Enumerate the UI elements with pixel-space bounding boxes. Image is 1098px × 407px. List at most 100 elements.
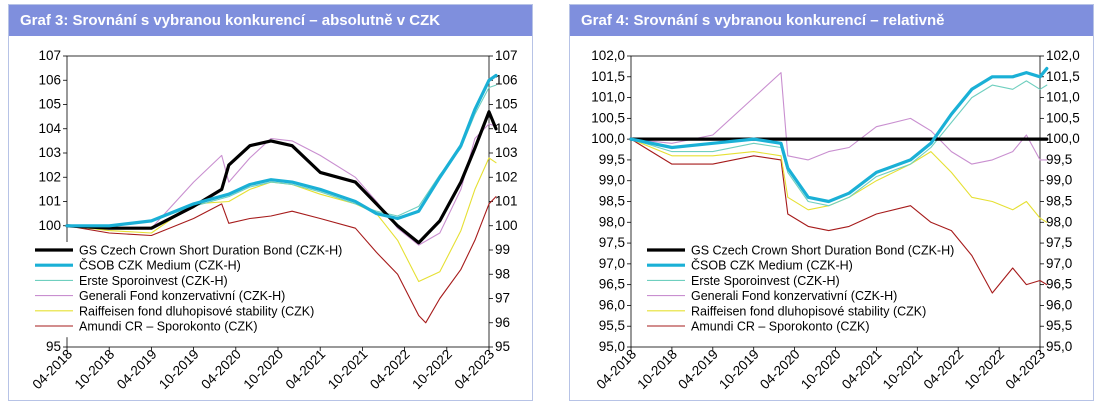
y-tick-label-right: 98	[495, 266, 510, 281]
x-tick-label: 04-2020	[757, 347, 803, 393]
x-tick-label: 04-2021	[283, 347, 329, 393]
chart-header: Graf 3: Srovnání s vybranou konkurencí –…	[9, 5, 532, 36]
x-tick-label: 10-2018	[72, 347, 118, 393]
y-tick-label-right: 98,5	[1046, 194, 1072, 209]
series-line-4	[66, 123, 497, 246]
y-tick-label-left: 101,0	[591, 90, 625, 105]
y-tick-label-left: 102	[38, 169, 61, 184]
y-tick-label-right: 100,5	[1046, 110, 1080, 125]
y-tick-label-left: 100,5	[591, 110, 625, 125]
chart-header: Graf 4: Srovnání s vybranou konkurencí –…	[570, 5, 1093, 36]
y-tick-label-right: 107	[495, 48, 518, 63]
legend-label: Erste Sporoinvest (CZK-H)	[79, 274, 228, 288]
series-line-1	[65, 110, 498, 245]
x-tick-label: 04-2020	[198, 347, 244, 393]
x-tick-label: 04-2021	[839, 347, 885, 393]
x-tick-label: 10-2018	[634, 347, 680, 393]
legend-label: Raiffeisen fond dluhopisové stability (C…	[691, 304, 926, 318]
legend-background	[33, 242, 337, 338]
x-tick-label: 04-2023	[1002, 347, 1048, 393]
y-tick-label-right: 95,0	[1046, 339, 1072, 354]
y-tick-label-left: 97,5	[599, 235, 625, 250]
y-tick-label-left: 96,0	[599, 297, 625, 312]
y-tick-label-right: 102,0	[1046, 48, 1080, 63]
y-tick-label-right: 97,0	[1046, 256, 1072, 271]
y-tick-label-right: 100	[495, 218, 518, 233]
legend-label: Erste Sporoinvest (CZK-H)	[691, 274, 840, 288]
x-tick-label: 10-2019	[156, 347, 202, 393]
series-line-3	[66, 84, 497, 227]
y-tick-label-right: 100,0	[1046, 131, 1080, 146]
y-tick-label-left: 100	[38, 218, 61, 233]
legend-label: ČSOB CZK Medium (CZK-H)	[79, 258, 241, 273]
y-tick-label-right: 101,0	[1046, 90, 1080, 105]
y-tick-label-left: 100,0	[591, 131, 625, 146]
chart-title: Graf 4: Srovnání s vybranou konkurencí –…	[581, 12, 945, 29]
y-tick-label-left: 107	[38, 48, 61, 63]
series-line-4	[630, 72, 1048, 165]
y-tick-label-right: 101	[495, 194, 518, 209]
legend: GS Czech Crown Short Duration Bond (CZK-…	[33, 242, 342, 338]
y-tick-label-right: 105	[495, 97, 518, 112]
series-line-6	[630, 138, 1048, 294]
chart-panel-graf-4: Graf 4: Srovnání s vybranou konkurencí –…	[569, 4, 1094, 401]
y-tick-label-right: 96,5	[1046, 277, 1072, 292]
legend-label: Generali Fond konzervativní (CZK-H)	[691, 289, 897, 303]
x-tick-label: 04-2022	[367, 347, 413, 393]
y-tick-label-right: 97,5	[1046, 235, 1072, 250]
legend-label: GS Czech Crown Short Duration Bond (CZK-…	[79, 244, 342, 258]
y-tick-label-right: 99,5	[1046, 152, 1072, 167]
y-tick-label-right: 106	[495, 72, 518, 87]
y-tick-label-left: 97,0	[599, 256, 625, 271]
y-tick-label-left: 99,0	[599, 173, 625, 188]
legend-label: Amundi CR – Sporokonto (CZK)	[691, 320, 870, 334]
y-tick-label-right: 97	[495, 291, 510, 306]
legend-label: Amundi CR – Sporokonto (CZK)	[79, 320, 258, 334]
series-line-2	[629, 66, 1049, 204]
series-line-5	[630, 138, 1048, 223]
y-tick-label-left: 98,0	[599, 214, 625, 229]
y-tick-label-right: 102	[495, 169, 518, 184]
y-tick-label-left: 104	[38, 121, 61, 136]
series-line-6	[66, 196, 497, 324]
y-tick-label-left: 99,5	[599, 152, 625, 167]
x-tick-label: 04-2023	[451, 347, 497, 393]
y-tick-label-left: 103	[38, 145, 61, 160]
chart-title: Graf 3: Srovnání s vybranou konkurencí –…	[20, 12, 441, 29]
y-tick-label-right: 99	[495, 242, 510, 257]
y-tick-label-left: 101,5	[591, 69, 625, 84]
y-tick-label-right: 99,0	[1046, 173, 1072, 188]
legend-label: GS Czech Crown Short Duration Bond (CZK-…	[691, 244, 954, 258]
y-tick-label-left: 105	[38, 97, 61, 112]
legend-label: Generali Fond konzervativní (CZK-H)	[79, 289, 285, 303]
y-tick-label-left: 95,0	[599, 339, 625, 354]
y-tick-label-left: 95,5	[599, 318, 625, 333]
y-tick-label-left: 102,0	[591, 48, 625, 63]
legend-label: Raiffeisen fond dluhopisové stability (C…	[79, 304, 314, 318]
y-tick-label-right: 96,0	[1046, 297, 1072, 312]
x-tick-label: 10-2019	[716, 347, 762, 393]
y-tick-label-right: 95	[495, 339, 510, 354]
series-line-2	[65, 73, 498, 228]
x-tick-label: 10-2020	[240, 347, 286, 393]
chart-panel-graf-3: Graf 3: Srovnání s vybranou konkurencí –…	[8, 4, 533, 401]
x-tick-label: 04-2019	[114, 347, 160, 393]
y-tick-label-right: 96	[495, 315, 510, 330]
x-tick-label: 10-2022	[409, 347, 455, 393]
x-tick-label: 10-2020	[798, 347, 844, 393]
y-tick-label-right: 104	[495, 121, 518, 136]
y-tick-label-left: 95	[46, 339, 61, 354]
y-tick-label-left: 98,5	[599, 194, 625, 209]
x-tick-label: 10-2022	[962, 347, 1008, 393]
chart-svg-graf-4: 95,0 95,0 95,5 95,5 96,0 96,0 96,5 96,5 97,0 97,0…	[591, 48, 1080, 393]
x-tick-label: 10-2021	[325, 347, 371, 393]
y-tick-label-right: 101,5	[1046, 69, 1080, 84]
chart-svg-graf-3: 9595969697979898999910010010110110210210…	[29, 48, 518, 393]
y-tick-label-left: 101	[38, 194, 61, 209]
legend: GS Czech Crown Short Duration Bond (CZK-…	[645, 242, 954, 338]
x-tick-label: 04-2022	[921, 347, 967, 393]
x-tick-label: 10-2021	[880, 347, 926, 393]
y-tick-label-left: 96,5	[599, 277, 625, 292]
series-line-3	[630, 80, 1048, 207]
x-tick-label: 04-2019	[675, 347, 721, 393]
